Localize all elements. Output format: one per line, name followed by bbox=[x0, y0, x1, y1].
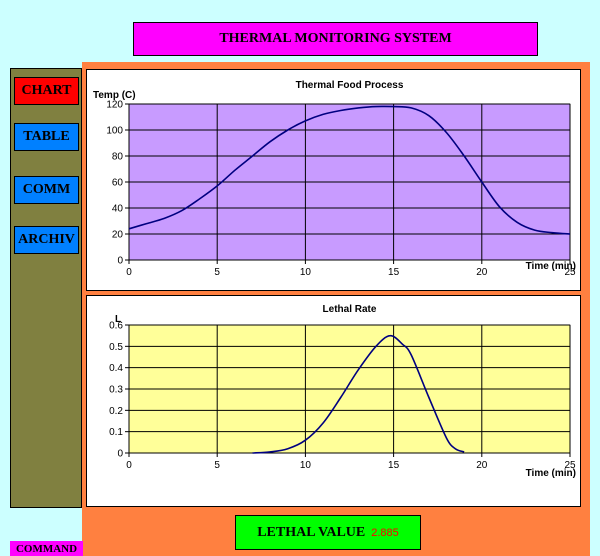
y-tick-label: 0.1 bbox=[109, 427, 123, 438]
nav-comm-button[interactable]: COMM bbox=[14, 176, 79, 204]
command-button[interactable]: COMMAND bbox=[10, 541, 83, 556]
y-axis-label: Temp (C) bbox=[93, 90, 136, 101]
x-tick-label: 5 bbox=[214, 460, 220, 471]
main-panel: Thermal Food Process 0 20 40 60 80 100 120 0 5 10 1… bbox=[82, 62, 590, 556]
series-line bbox=[252, 334, 465, 454]
y-tick-label: 0.2 bbox=[109, 406, 123, 417]
y-tick-label: 120 bbox=[106, 100, 123, 111]
chart-title: Lethal Rate bbox=[323, 304, 377, 315]
x-tick-label: 15 bbox=[388, 460, 400, 471]
chart-title: Thermal Food Process bbox=[296, 80, 404, 91]
y-tick-label: 40 bbox=[112, 204, 124, 215]
y-tick-label: 20 bbox=[112, 230, 124, 241]
y-tick-label: 0.5 bbox=[109, 342, 123, 353]
x-tick-label: 15 bbox=[388, 267, 400, 278]
x-tick-label: 25 bbox=[564, 460, 576, 471]
sidebar: CHART TABLE COMM ARCHIV bbox=[10, 68, 82, 508]
x-tick-label: 5 bbox=[214, 267, 220, 278]
lethal-rate-chart: Lethal Rate 0 0.1 0.2 0.3 0.4 0.5 0.6 0 5 10 15 20 25… bbox=[86, 295, 581, 507]
x-tick-label: 20 bbox=[476, 460, 488, 471]
y-axis-label: L bbox=[115, 314, 121, 325]
y-tick-label: 0.3 bbox=[109, 385, 123, 396]
x-axis-label: Time (min) bbox=[526, 261, 576, 272]
y-tick-label: 80 bbox=[112, 152, 124, 163]
x-tick-label: 10 bbox=[300, 267, 312, 278]
y-tick-label: 0 bbox=[117, 449, 123, 460]
x-tick-label: 25 bbox=[564, 267, 576, 278]
lethal-value-box: LETHAL VALUE 2.885 bbox=[235, 515, 421, 550]
y-tick-label: 0.4 bbox=[109, 363, 123, 374]
y-tick-label: 0 bbox=[117, 256, 123, 267]
nav-archiv-button[interactable]: ARCHIV bbox=[14, 226, 79, 254]
lethal-value: 2.885 bbox=[371, 526, 399, 539]
nav-chart-button[interactable]: CHART bbox=[14, 77, 79, 105]
page-title: THERMAL MONITORING SYSTEM bbox=[133, 22, 538, 56]
lethal-value-label: LETHAL VALUE bbox=[257, 524, 366, 540]
nav-table-button[interactable]: TABLE bbox=[14, 123, 79, 151]
x-tick-label: 0 bbox=[126, 460, 132, 471]
y-tick-label: 100 bbox=[106, 126, 123, 137]
x-tick-label: 0 bbox=[126, 267, 132, 278]
y-tick-label: 0.6 bbox=[109, 321, 123, 332]
x-axis-label: Time (min) bbox=[526, 468, 576, 479]
series-line bbox=[128, 105, 571, 235]
y-tick-label: 60 bbox=[112, 178, 124, 189]
x-tick-label: 10 bbox=[300, 460, 312, 471]
thermal-chart: Thermal Food Process 0 20 40 60 80 100 120 0 5 10 1… bbox=[86, 69, 581, 291]
x-tick-label: 20 bbox=[476, 267, 488, 278]
